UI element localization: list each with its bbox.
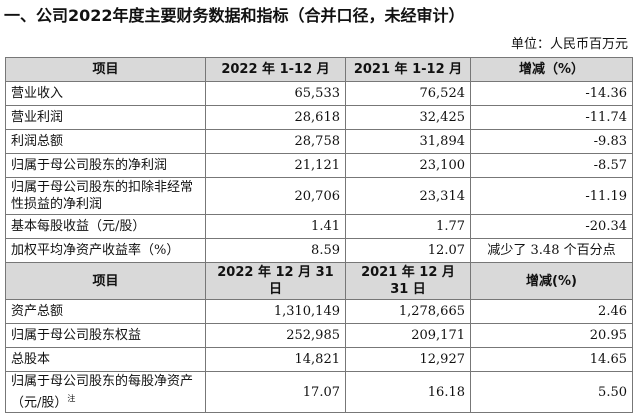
item-cell: 营业利润 (5, 105, 206, 130)
value-cell: 65,533 (205, 81, 346, 106)
unit-label: 单位：人民币百万元 (510, 37, 628, 52)
data-row: 归属于母公司股东的净利润 21,121 23,100 -8.57 (5, 153, 633, 178)
item-cell: 总股本 (5, 347, 206, 372)
data-row: 总股本 14,821 12,927 14.65 (5, 347, 633, 372)
value-cell: -14.36 (470, 81, 633, 106)
value-cell: -20.34 (470, 214, 633, 239)
header-cell: 增减（%） (470, 57, 633, 82)
value-cell: 31,894 (345, 129, 471, 154)
header-cell: 增减(%) (470, 262, 633, 300)
value-cell: 20,706 (205, 177, 346, 215)
value-cell: 252,985 (205, 323, 346, 348)
value-cell: -8.57 (470, 153, 633, 178)
data-row: 营业收入 65,533 76,524 -14.36 (5, 81, 633, 106)
value-cell: 16.18 (345, 370, 471, 413)
item-cell: 归属于母公司股东的扣除非经常性损益的净利润 (5, 177, 206, 215)
data-row: 归属于母公司股东的扣除非经常性损益的净利润 20,706 23,314 -11.19 (5, 177, 633, 215)
item-cell: 基本每股收益（元/股） (5, 214, 206, 239)
value-cell: 14.65 (470, 347, 633, 372)
item-cell: 资产总额 (5, 299, 206, 324)
value-cell: 28,618 (205, 105, 346, 130)
header-cell: 项目 (5, 57, 206, 82)
data-row: 归属于母公司股东的每股净资产（元/股）注 17.07 16.18 5.50 (5, 370, 633, 413)
item-cell: 归属于母公司股东的净利润 (5, 153, 206, 178)
value-cell: 1.77 (345, 214, 471, 239)
item-cell: 归属于母公司股东的每股净资产（元/股）注 (5, 370, 206, 413)
header-cell: 2021 年 12 月 31 日 (345, 262, 471, 300)
item-cell: 归属于母公司股东权益 (5, 323, 206, 348)
value-cell: 5.50 (470, 370, 633, 413)
data-row: 归属于母公司股东权益 252,985 209,171 20.95 (5, 323, 633, 348)
financial-table: 项目 2022 年 1-12 月 2021 年 1-12 月增减（%） 营业收入 65,… (5, 57, 633, 413)
table-body: 项目 2022 年 1-12 月 2021 年 1-12 月增减（%） 营业收入 65,… (5, 57, 633, 413)
value-cell: 21,121 (205, 153, 346, 178)
value-cell: 1.41 (205, 214, 346, 239)
value-cell: 8.59 (205, 238, 346, 263)
value-cell: -11.19 (470, 177, 633, 215)
header-cell: 项目 (5, 262, 206, 300)
item-cell: 利润总额 (5, 129, 206, 154)
value-cell: 209,171 (345, 323, 471, 348)
value-cell: 20.95 (470, 323, 633, 348)
data-row: 加权平均净资产收益率（%） 8.59 12.07 减少了 3.48 个百分点 (5, 238, 633, 263)
value-cell: 2.46 (470, 299, 633, 324)
item-cell: 营业收入 (5, 81, 206, 106)
value-cell: 减少了 3.48 个百分点 (470, 238, 633, 263)
value-cell: 14,821 (205, 347, 346, 372)
footnote-mark: 注 (67, 394, 76, 403)
data-row: 资产总额 1,310,149 1,278,665 2.46 (5, 299, 633, 324)
value-cell: 1,310,149 (205, 299, 346, 324)
value-cell: 23,314 (345, 177, 471, 215)
item-cell: 加权平均净资产收益率（%） (5, 238, 206, 263)
value-cell: 23,100 (345, 153, 471, 178)
value-cell: 12,927 (345, 347, 471, 372)
value-cell: 76,524 (345, 81, 471, 106)
title: 一、公司2022年度主要财务数据和指标（合并口径，未经审计） (4, 6, 465, 25)
data-row: 营业利润 28,618 32,425 -11.74 (5, 105, 633, 130)
data-row: 利润总额 28,758 31,894 -9.83 (5, 129, 633, 154)
value-cell: 1,278,665 (345, 299, 471, 324)
value-cell: 32,425 (345, 105, 471, 130)
value-cell: 12.07 (345, 238, 471, 263)
value-cell: 17.07 (205, 370, 346, 413)
header-row: 项目 2022 年 1-12 月 2021 年 1-12 月增减（%） (5, 57, 633, 82)
header-cell: 2022 年 12 月 31 日 (205, 262, 346, 300)
value-cell: -9.83 (470, 129, 633, 154)
data-row: 基本每股收益（元/股） 1.41 1.77 -20.34 (5, 214, 633, 239)
value-cell: 28,758 (205, 129, 346, 154)
header-cell: 2021 年 1-12 月 (345, 57, 471, 82)
header-cell: 2022 年 1-12 月 (205, 57, 346, 82)
header-row: 项目 2022 年 12 月 31 日 2021 年 12 月 31 日增减(%) (5, 262, 633, 300)
value-cell: -11.74 (470, 105, 633, 130)
